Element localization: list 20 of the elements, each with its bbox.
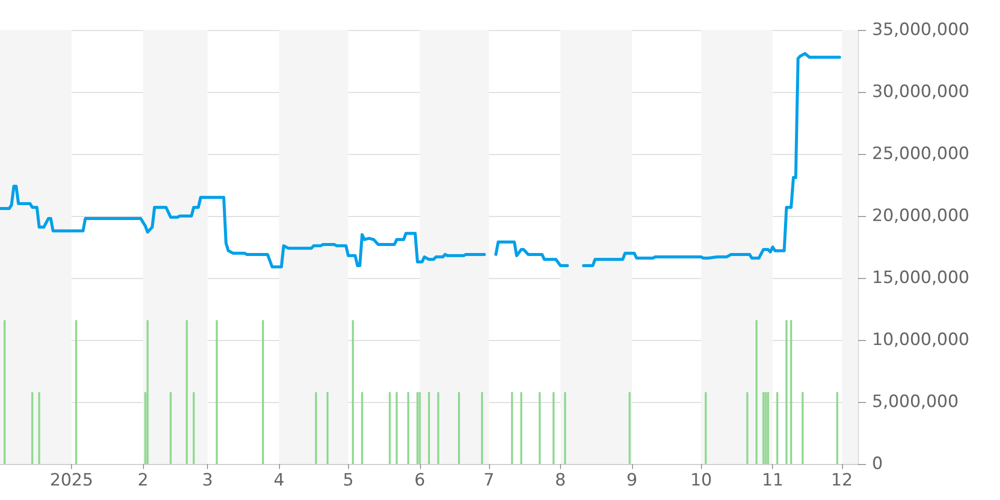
x-tick-label: 3 — [202, 470, 213, 490]
y-tick-label: 10,000,000 — [872, 330, 970, 350]
x-tick-label: 8 — [555, 470, 566, 490]
x-tick-label: 11 — [762, 470, 784, 490]
y-tick-label: 5,000,000 — [872, 392, 959, 412]
x-tick-label: 7 — [484, 470, 494, 490]
y-tick-label: 30,000,000 — [872, 82, 970, 102]
y-tick-label: 20,000,000 — [872, 206, 970, 226]
x-tick-label: 2025 — [50, 470, 94, 490]
x-tick-label: 6 — [414, 470, 426, 490]
x-tick-label: 4 — [274, 470, 284, 490]
x-tick-label: 10 — [690, 470, 712, 490]
x-tick-label: 9 — [626, 470, 638, 490]
y-tick-label: 15,000,000 — [872, 268, 970, 288]
y-tick-label: 0 — [872, 454, 883, 474]
y-tick-label: 35,000,000 — [872, 20, 970, 40]
x-tick-label: 5 — [342, 470, 354, 490]
x-tick-label: 2 — [138, 470, 148, 490]
y-tick-label: 25,000,000 — [872, 144, 970, 164]
x-tick-label: 12 — [831, 470, 853, 490]
